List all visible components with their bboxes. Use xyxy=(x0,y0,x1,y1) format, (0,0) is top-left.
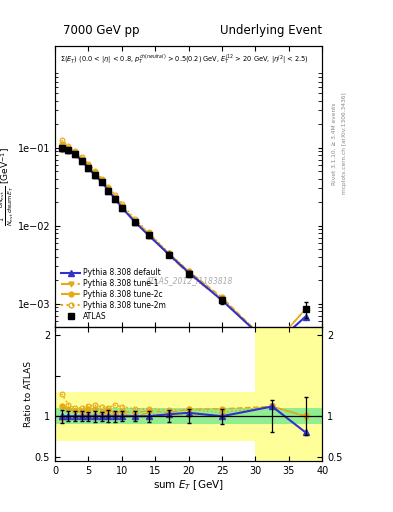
Bar xyxy=(55,408,322,424)
Text: 7000 GeV pp: 7000 GeV pp xyxy=(63,24,140,37)
Text: ATLAS_2012_I1183818: ATLAS_2012_I1183818 xyxy=(145,276,232,285)
Text: mcplots.cern.ch [arXiv:1306.3436]: mcplots.cern.ch [arXiv:1306.3436] xyxy=(342,93,347,194)
Bar xyxy=(255,327,322,461)
X-axis label: sum $E_T$ [GeV]: sum $E_T$ [GeV] xyxy=(153,478,224,492)
Bar xyxy=(55,392,255,440)
Legend: Pythia 8.308 default, Pythia 8.308 tune-1, Pythia 8.308 tune-2c, Pythia 8.308 tu: Pythia 8.308 default, Pythia 8.308 tune-… xyxy=(59,266,169,323)
Text: Rivet 3.1.10, ≥ 3.4M events: Rivet 3.1.10, ≥ 3.4M events xyxy=(332,102,337,185)
Text: Underlying Event: Underlying Event xyxy=(220,24,322,37)
Text: $\Sigma(E_T)$ (0.0 < $|\eta|$ < 0.8, $p_T^{ch(neutral)}$ > 0.5(0.2) GeV, $E_T^{j: $\Sigma(E_T)$ (0.0 < $|\eta|$ < 0.8, $p_… xyxy=(61,52,309,66)
Y-axis label: $\frac{1}{N_{\rm evt}}\frac{dN_{\rm evt}}{d{\rm sum}\,E_T}$ [GeV$^{-1}$]: $\frac{1}{N_{\rm evt}}\frac{dN_{\rm evt}… xyxy=(0,147,16,226)
Y-axis label: Ratio to ATLAS: Ratio to ATLAS xyxy=(24,361,33,427)
